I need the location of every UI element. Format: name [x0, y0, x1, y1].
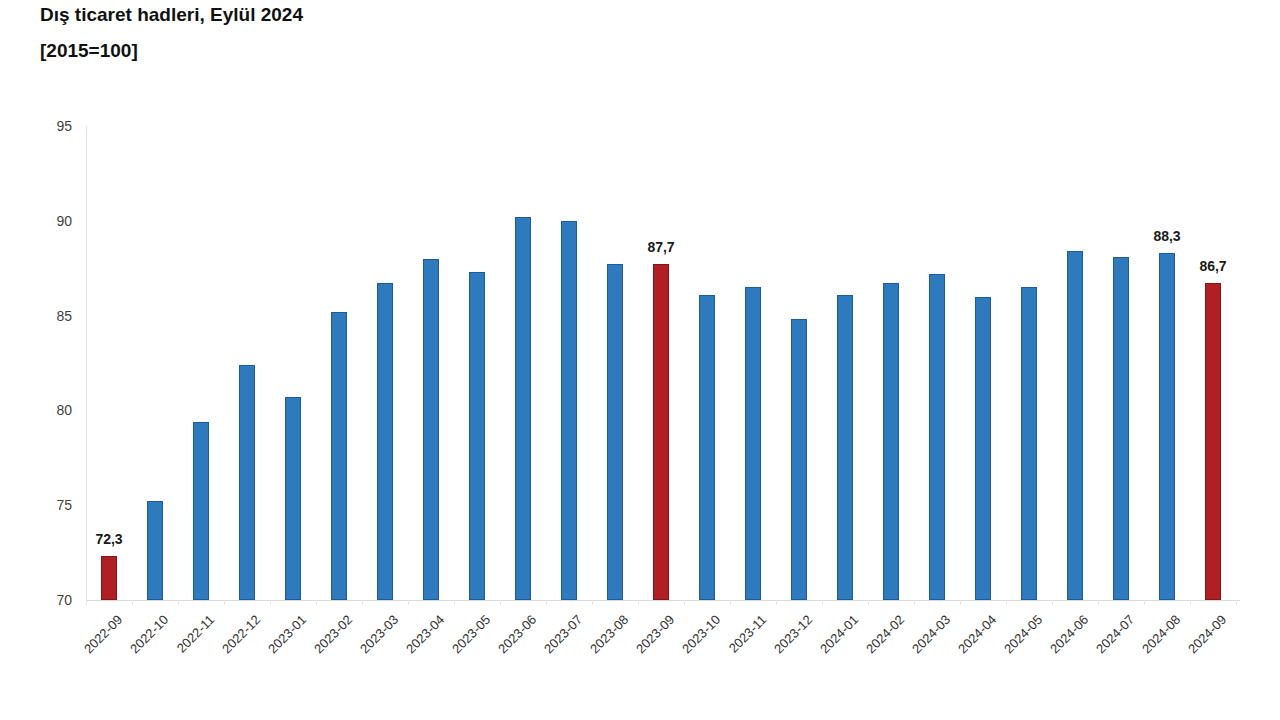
bar-chart: 95 90 85 80 75 70 2022-092022-102022-112022-12…: [0, 0, 1280, 720]
bar: [837, 295, 853, 600]
x-axis-label: 2023-03: [357, 612, 401, 656]
bar-highlighted: [101, 556, 117, 600]
bar: [377, 283, 393, 600]
y-axis-tick-label: 95: [38, 118, 72, 134]
y-axis-tick-label: 80: [38, 402, 72, 418]
x-axis-tick-mark: [1098, 600, 1099, 605]
bar: [515, 217, 531, 600]
bar: [607, 264, 623, 600]
x-axis-tick-mark: [730, 600, 731, 605]
bar: [745, 287, 761, 600]
x-axis-tick-mark: [454, 600, 455, 605]
x-axis-label: 2023-04: [403, 612, 447, 656]
x-axis-label: 2023-10: [679, 612, 723, 656]
x-axis-label: 2024-08: [1139, 612, 1183, 656]
bar: [193, 422, 209, 600]
bar: [1021, 287, 1037, 600]
x-axis-label: 2023-07: [541, 612, 585, 656]
bar-value-label: 86,7: [1185, 258, 1241, 274]
x-axis-tick-mark: [408, 600, 409, 605]
x-axis-tick-mark: [270, 600, 271, 605]
bar: [1113, 257, 1129, 600]
bar: [423, 259, 439, 600]
x-axis-tick-mark: [132, 600, 133, 605]
x-axis-label: 2024-02: [863, 612, 907, 656]
y-axis-tick-label: 75: [38, 497, 72, 513]
x-axis-tick-mark: [316, 600, 317, 605]
x-axis-label: 2024-09: [1185, 612, 1229, 656]
x-axis-label: 2023-01: [265, 612, 309, 656]
x-axis-tick-mark: [822, 600, 823, 605]
x-axis-label: 2024-07: [1093, 612, 1137, 656]
x-axis-tick-mark: [1190, 600, 1191, 605]
x-axis-tick-mark: [592, 600, 593, 605]
x-axis-tick-mark: [776, 600, 777, 605]
bar: [1159, 253, 1175, 600]
x-axis-tick-mark: [638, 600, 639, 605]
x-axis-tick-mark: [1006, 600, 1007, 605]
y-axis-tick-label: 90: [38, 213, 72, 229]
bar: [1067, 251, 1083, 600]
x-axis-tick-mark: [178, 600, 179, 605]
x-axis-tick-mark: [684, 600, 685, 605]
x-axis-label: 2023-08: [587, 612, 631, 656]
bar-value-label: 72,3: [81, 531, 137, 547]
bar: [975, 297, 991, 600]
x-axis-line: [86, 600, 1240, 601]
bar-highlighted: [1205, 283, 1221, 600]
x-axis-tick-mark: [546, 600, 547, 605]
x-axis-tick-mark: [500, 600, 501, 605]
bar: [929, 274, 945, 600]
x-axis-label: 2023-05: [449, 612, 493, 656]
bar-value-label: 88,3: [1139, 228, 1195, 244]
x-axis-label: 2023-06: [495, 612, 539, 656]
x-axis-tick-mark: [1144, 600, 1145, 605]
x-axis-label: 2022-12: [219, 612, 263, 656]
x-axis-label: 2022-11: [174, 612, 218, 656]
x-axis-tick-mark: [86, 600, 87, 605]
x-axis-tick-mark: [914, 600, 915, 605]
x-axis-label: 2022-10: [127, 612, 171, 656]
x-axis-label: 2023-12: [771, 612, 815, 656]
bar: [791, 319, 807, 600]
x-axis-label: 2024-01: [817, 612, 861, 656]
bar: [239, 365, 255, 600]
bar: [699, 295, 715, 600]
bar: [147, 501, 163, 600]
x-axis-label: 2024-06: [1047, 612, 1091, 656]
x-axis-label: 2022-09: [81, 612, 125, 656]
bar-highlighted: [653, 264, 669, 600]
bar: [285, 397, 301, 600]
x-axis-label: 2023-09: [633, 612, 677, 656]
x-axis-tick-mark: [960, 600, 961, 605]
x-axis-tick-mark: [1052, 600, 1053, 605]
x-axis-tick-mark: [362, 600, 363, 605]
x-axis-label: 2023-02: [311, 612, 355, 656]
x-axis-label: 2024-05: [1001, 612, 1045, 656]
y-axis-line: [86, 126, 87, 600]
x-axis-tick-mark: [1236, 600, 1237, 605]
bar: [561, 221, 577, 600]
bar: [331, 312, 347, 600]
y-axis-tick-label: 85: [38, 308, 72, 324]
x-axis-label: 2024-03: [909, 612, 953, 656]
x-axis-label: 2023-11: [726, 612, 770, 656]
x-axis-tick-mark: [224, 600, 225, 605]
bar: [883, 283, 899, 600]
y-axis-tick-label: 70: [38, 592, 72, 608]
bar-value-label: 87,7: [633, 239, 689, 255]
bar: [469, 272, 485, 600]
x-axis-tick-mark: [868, 600, 869, 605]
x-axis-label: 2024-04: [955, 612, 999, 656]
